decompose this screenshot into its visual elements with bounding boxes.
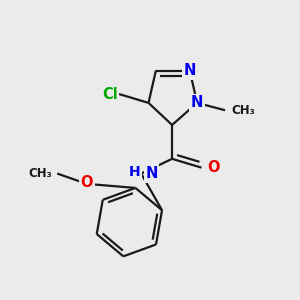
Text: N: N xyxy=(191,95,203,110)
Text: O: O xyxy=(207,160,219,175)
Text: N: N xyxy=(145,166,158,181)
Text: H: H xyxy=(129,165,141,179)
Text: N: N xyxy=(184,63,196,78)
Text: CH₃: CH₃ xyxy=(231,104,255,117)
Text: CH₃: CH₃ xyxy=(28,167,52,180)
Text: O: O xyxy=(80,175,93,190)
Text: Cl: Cl xyxy=(102,87,118,102)
